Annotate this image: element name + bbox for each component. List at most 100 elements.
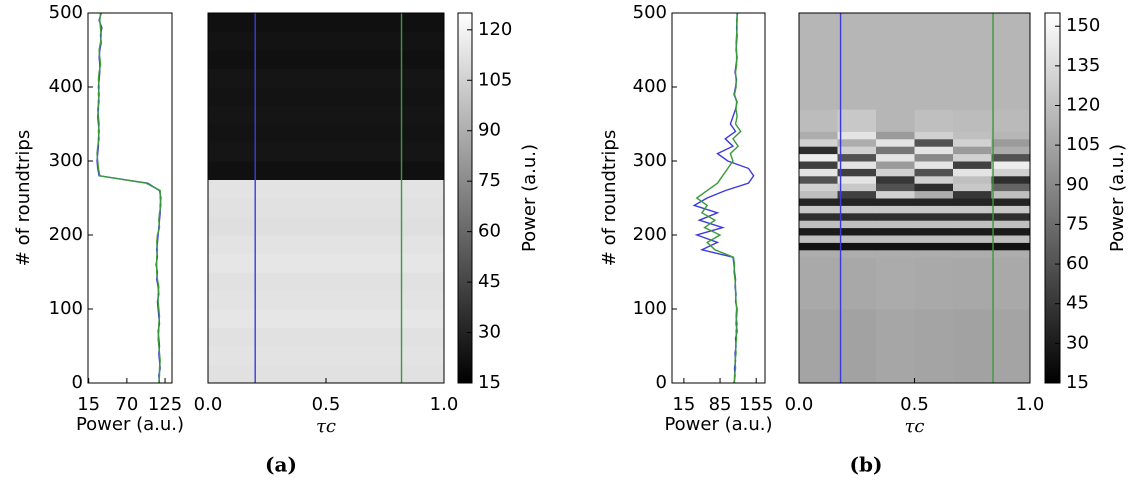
heatmap-cell — [953, 183, 992, 192]
heatmap-cell — [991, 161, 1031, 169]
heatmap-cell — [837, 235, 877, 243]
y-axis-label: # of roundtrips — [13, 130, 34, 266]
heatmap-cell — [914, 146, 954, 155]
profile-line — [695, 12, 742, 383]
heatmap-cell — [914, 198, 954, 206]
heatmap-cell — [914, 235, 954, 243]
heatmap-cell — [876, 161, 915, 169]
heatmap-cell — [991, 190, 1031, 199]
heatmap-cell — [991, 212, 1031, 221]
heatmap-cell — [953, 212, 992, 221]
heatmap-cell — [208, 87, 445, 106]
heatmap-cell — [876, 198, 915, 206]
axes-frame — [87, 12, 173, 384]
y-tick-label: 500 — [49, 2, 83, 23]
heatmap-cell — [208, 235, 445, 254]
heatmap-cell — [991, 146, 1031, 155]
heatmap-cell — [991, 153, 1031, 162]
heatmap-cell — [876, 249, 915, 258]
heatmap-cell — [953, 242, 992, 251]
x-axis-label: τc — [316, 416, 336, 437]
heatmap-cell — [914, 168, 954, 177]
heatmap-cell — [991, 198, 1031, 206]
heatmap-cell — [914, 183, 954, 192]
y-tick-label: 30 — [1066, 332, 1089, 353]
y-tick-label: 45 — [478, 271, 501, 292]
x-tick-label: 1.0 — [1016, 394, 1045, 415]
heatmap-cell — [953, 131, 992, 140]
heatmap-cell — [837, 168, 877, 177]
heatmap-cell — [953, 168, 992, 177]
heatmap-cell — [953, 227, 992, 236]
heatmap-cell — [991, 309, 1031, 384]
y-tick-label: 120 — [478, 19, 512, 40]
y-tick-label: 400 — [633, 76, 667, 97]
y-tick-label: 135 — [1066, 55, 1100, 76]
heatmap-cell — [914, 257, 954, 310]
heatmap-cell — [876, 257, 915, 310]
heatmap-cell — [799, 109, 838, 132]
y-tick-label: 15 — [478, 372, 501, 393]
x-axis-label: Power (a.u.) — [664, 414, 772, 435]
heatmap-cell — [876, 220, 915, 229]
x-tick-label: 15 — [77, 394, 100, 415]
heatmap-cell — [837, 212, 877, 221]
heatmap-cell — [799, 220, 838, 229]
heatmap-cell — [914, 175, 954, 184]
heatmap-cell — [876, 212, 915, 221]
heatmap-cell — [208, 290, 445, 310]
heatmap-cell — [914, 161, 954, 169]
heatmap-cell — [837, 309, 877, 384]
heatmap-cell — [799, 257, 838, 310]
x-tick-label: 15 — [672, 394, 695, 415]
heatmap-cell — [208, 272, 445, 291]
heatmap-cell — [876, 227, 915, 236]
heatmap-cell — [799, 212, 838, 221]
y-tick-label: 200 — [49, 224, 83, 245]
heatmap-cell — [914, 205, 954, 214]
x-tick-label: 85 — [709, 394, 732, 415]
heatmap-cell — [208, 346, 445, 365]
y-tick-label: 45 — [1066, 293, 1089, 314]
y-tick-label: 300 — [633, 150, 667, 171]
y-tick-label: 90 — [1066, 174, 1089, 195]
heatmap-cell — [208, 253, 445, 273]
heatmap-cell — [799, 131, 838, 140]
heatmap-cell — [876, 205, 915, 214]
x-tick-label: 125 — [148, 394, 182, 415]
heatmap-cell — [953, 190, 992, 199]
heatmap-cell — [953, 257, 992, 310]
heatmap-cell — [837, 249, 877, 258]
heatmap-cell — [799, 235, 838, 243]
y-tick-label: 0 — [72, 372, 83, 393]
heatmap-cell — [991, 205, 1031, 214]
heatmap-cell — [208, 142, 445, 162]
y-tick-label: 120 — [1066, 95, 1100, 116]
heatmap-cell — [208, 31, 445, 51]
heatmap-cell — [953, 153, 992, 162]
heatmap-cell — [208, 364, 445, 384]
heatmap-cell — [837, 205, 877, 214]
heatmap-cell — [837, 109, 877, 132]
heatmap-cell — [914, 227, 954, 236]
heatmap-cell — [208, 179, 445, 199]
axes-frame — [671, 12, 766, 384]
heatmap-cell — [991, 175, 1031, 184]
heatmap-cell — [953, 175, 992, 184]
heatmap-cell — [837, 161, 877, 169]
x-tick-label: 70 — [115, 394, 138, 415]
heatmap-cell — [799, 138, 838, 147]
heatmap-cell — [876, 146, 915, 155]
heatmap-cell — [799, 183, 838, 192]
heatmap-cell — [991, 13, 1031, 110]
x-tick-label: 0.5 — [900, 394, 929, 415]
heatmap-cell — [914, 131, 954, 140]
heatmap-cell — [799, 161, 838, 169]
panel-label: (a) — [265, 453, 297, 477]
y-tick-label: 400 — [49, 76, 83, 97]
heatmap-cell — [876, 153, 915, 162]
y-tick-label: 300 — [49, 150, 83, 171]
heatmap-cell — [991, 257, 1031, 310]
heatmap-cell — [799, 242, 838, 251]
heatmap-cell — [799, 249, 838, 258]
